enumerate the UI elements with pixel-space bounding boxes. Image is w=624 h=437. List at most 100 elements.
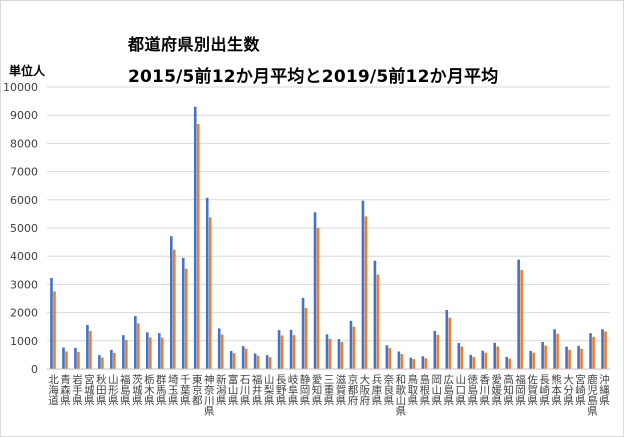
x-tick-label: 宮城県 <box>83 373 95 406</box>
bar-series1 <box>74 347 77 369</box>
bar-series1 <box>134 315 137 369</box>
bar-series1 <box>337 339 341 369</box>
x-tick-label: 埼玉県 <box>167 373 179 406</box>
bar-series1 <box>157 333 161 369</box>
x-tick-label: 佐賀県 <box>526 373 538 406</box>
x-tick-label: 宮崎県 <box>574 373 586 406</box>
x-tick-label: 北海道 <box>47 374 59 406</box>
bar-series2 <box>484 352 488 369</box>
bar-series1 <box>205 197 209 369</box>
x-tick-label: 福岡県 <box>514 373 526 406</box>
x-tick-label: 山口県 <box>454 374 466 406</box>
bar-series2 <box>568 349 571 369</box>
bar-series1 <box>98 355 101 369</box>
x-tick-label: 徳島県 <box>466 373 478 406</box>
x-tick-label: 群馬県 <box>155 373 167 406</box>
x-tick-label: 青森県 <box>59 373 71 406</box>
chart-subtitle: 2015/5前12か月平均と2019/5前12か月平均 <box>128 67 499 87</box>
y-tick-label: 6000 <box>10 194 38 207</box>
y-tick-label: 10000 <box>3 81 38 94</box>
bar-series2 <box>472 356 476 369</box>
y-tick-label: 8000 <box>10 137 38 150</box>
y-tick-label: 3000 <box>10 278 38 291</box>
bar-series2 <box>53 291 56 369</box>
bar-series2 <box>256 355 260 369</box>
bar-series1 <box>553 329 556 369</box>
bar-series1 <box>433 330 437 369</box>
x-tick-label: 熊本県 <box>550 373 562 406</box>
x-tick-label: 富山県 <box>227 373 239 406</box>
bar-series2 <box>77 352 80 369</box>
bar-series2 <box>125 339 128 369</box>
y-tick-label: 0 <box>31 363 38 376</box>
bar-series1 <box>253 353 257 369</box>
x-tick-label: 沖縄県 <box>598 373 610 406</box>
bar-series2 <box>89 330 92 369</box>
bar-series1 <box>505 356 508 369</box>
bar-series2 <box>460 346 464 369</box>
bar-series1 <box>601 329 604 369</box>
bar-series1 <box>409 357 413 369</box>
bar-series1 <box>181 257 185 369</box>
bar-series2 <box>184 268 188 369</box>
x-tick-label: 岩手県 <box>71 373 83 406</box>
bar-series1 <box>481 350 485 369</box>
x-tick-label: 奈良県 <box>382 373 394 406</box>
bar-series1 <box>146 332 149 369</box>
bar-series2 <box>244 348 248 369</box>
bar-series2 <box>101 357 104 369</box>
y-tick-label: 5000 <box>10 222 38 235</box>
bar-series2 <box>280 335 284 369</box>
bar-series1 <box>493 342 497 369</box>
bar-series2 <box>113 352 116 369</box>
bar-series2 <box>208 217 212 369</box>
bar-series1 <box>50 277 53 369</box>
bar-series1 <box>217 328 221 369</box>
x-tick-label: 大阪府 <box>358 373 370 406</box>
x-tick-label: 香川県 <box>478 374 490 406</box>
x-tick-label: 茨城県 <box>131 373 143 406</box>
bar-series1 <box>529 350 532 369</box>
bar-series2 <box>496 346 500 369</box>
y-tick-label: 2000 <box>10 307 38 320</box>
bar-series2 <box>304 308 308 369</box>
bar-series1 <box>349 320 353 369</box>
bar-series1 <box>313 212 317 369</box>
bar-series2 <box>556 333 559 369</box>
bar-series2 <box>352 326 356 369</box>
x-tick-label: 神奈川県 <box>203 373 215 417</box>
bar-series2 <box>364 216 368 369</box>
bar-series2 <box>580 348 583 369</box>
bar-series2 <box>328 338 332 369</box>
x-tick-label: 兵庫県 <box>370 373 382 406</box>
x-tick-label: 愛知県 <box>311 373 323 406</box>
bar-series1 <box>373 260 377 369</box>
bar-series1 <box>86 325 89 369</box>
x-tick-label: 静岡県 <box>299 373 311 406</box>
x-tick-label: 福島県 <box>119 373 131 406</box>
bar-series1 <box>577 345 580 369</box>
x-tick-label: 岡山県 <box>430 374 442 406</box>
x-tick-label: 石川県 <box>239 374 251 406</box>
bar-series1 <box>589 333 592 369</box>
y-tick-label: 7000 <box>10 166 38 179</box>
bar-series1 <box>397 351 401 369</box>
bar-series2 <box>532 352 535 369</box>
x-tick-label: 長崎県 <box>538 374 550 406</box>
x-tick-label: 鳥取県 <box>406 373 418 406</box>
bar-series2 <box>268 357 272 369</box>
bar-series1 <box>445 310 449 369</box>
bar-series1 <box>277 330 281 369</box>
bar-series2 <box>65 351 68 369</box>
x-tick-label: 大分県 <box>562 373 574 406</box>
bar-series1 <box>289 329 293 369</box>
bar-series2 <box>400 354 404 369</box>
x-tick-label: 栃木県 <box>143 373 155 406</box>
x-tick-label: 長野県 <box>275 374 287 406</box>
bar-series2 <box>544 345 547 369</box>
bar-series1 <box>565 346 568 369</box>
x-tick-label: 山形県 <box>107 374 119 406</box>
bar-series2 <box>316 227 320 369</box>
